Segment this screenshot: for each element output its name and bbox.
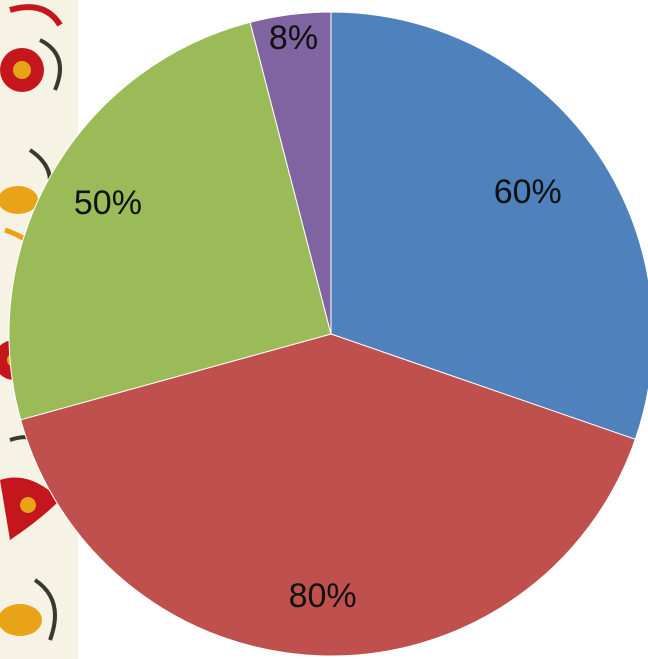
pie-slice-label-2: 80% [289, 577, 357, 615]
pie-slice-label-3: 50% [74, 184, 142, 222]
pie-slice-labels: 60% 80% 50% 8% [74, 19, 562, 615]
pie-slice-4 [249, 11, 332, 335]
pie-slice-2 [20, 333, 636, 657]
flower-ornament-1 [0, 4, 63, 92]
flower-ornament-5 [0, 578, 57, 641]
pie-slice-label-1: 60% [494, 173, 562, 211]
pie-slice-1 [330, 11, 648, 440]
pie-slice-3 [8, 21, 332, 421]
pie-slice-label-4: 8% [269, 19, 318, 57]
pie-slices [8, 11, 648, 657]
